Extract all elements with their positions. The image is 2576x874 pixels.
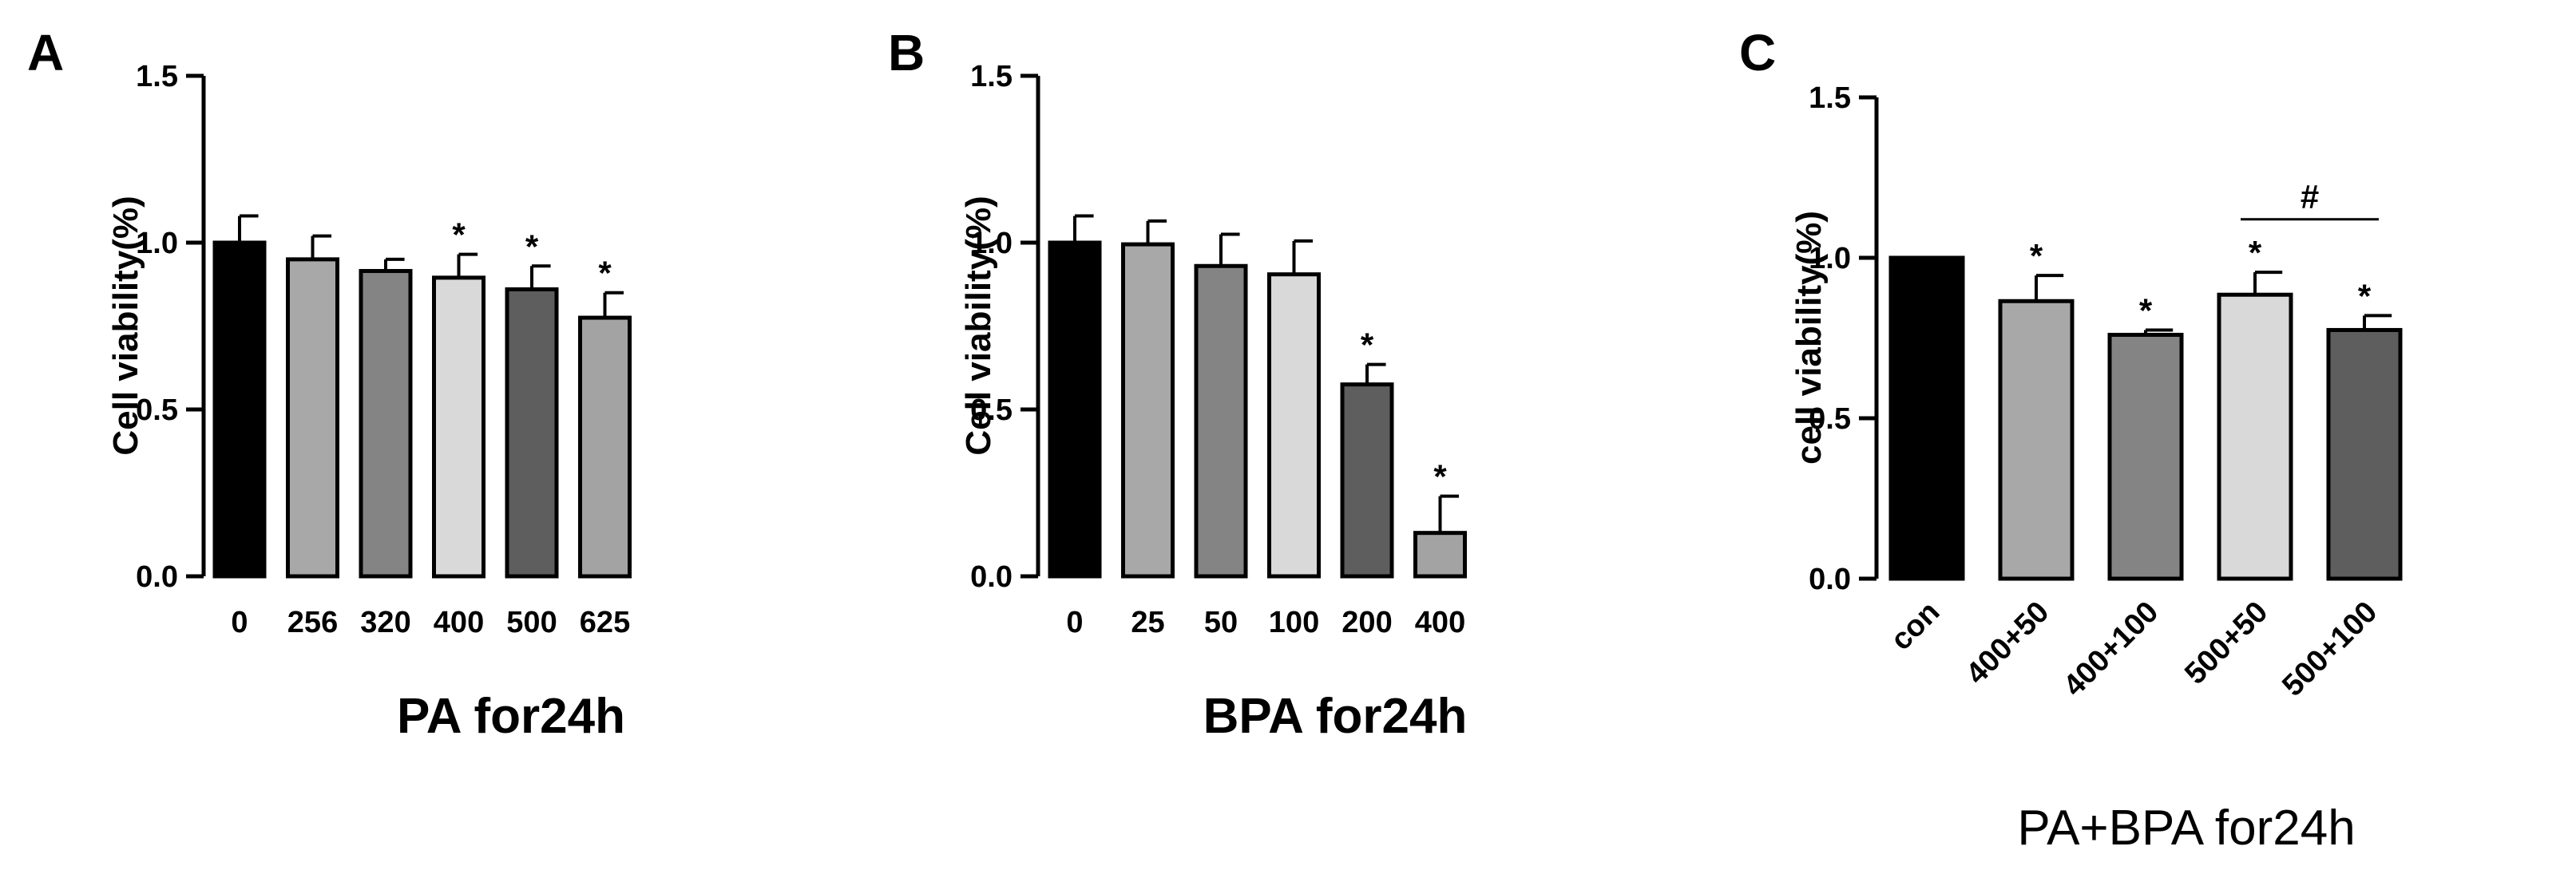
x-tick-label: 320 <box>360 606 410 639</box>
significance-star: * <box>452 216 466 254</box>
y-tick-label: 0.0 <box>1809 563 1851 596</box>
y-tick-label: 1.5 <box>1809 81 1851 115</box>
y-tick-label: 1.0 <box>1809 242 1851 275</box>
bar-200 <box>1340 382 1394 579</box>
x-tick-label: 500+50 <box>2178 595 2274 691</box>
x-tick-label: 400+50 <box>1960 595 2055 691</box>
y-axis-label: Cell viability(%) <box>959 196 998 455</box>
bar-500+50 <box>2217 292 2293 581</box>
bar-25 <box>1121 242 1175 579</box>
x-tick-label: 400+100 <box>2057 595 2165 703</box>
panel-letter: C <box>1739 24 1776 81</box>
y-tick-label: 1.5 <box>970 60 1013 93</box>
x-tick-label: 25 <box>1131 606 1164 639</box>
x-tick-label: 256 <box>287 606 338 639</box>
y-axis-label: Cell viability(%) <box>106 196 145 455</box>
x-tick-label: 400 <box>1415 606 1465 639</box>
y-tick-label: 0.5 <box>136 393 178 427</box>
x-tick-label: 0 <box>1066 606 1083 639</box>
y-tick-label: 1.0 <box>970 227 1013 260</box>
bar-con <box>1888 255 1965 581</box>
bar-500+100 <box>2326 327 2403 581</box>
y-tick-label: 0.0 <box>136 560 178 594</box>
bracket-label: # <box>2301 178 2319 216</box>
x-tick-label: 200 <box>1342 606 1392 639</box>
bar-50 <box>1194 263 1248 579</box>
y-tick-label: 0.5 <box>1809 402 1851 436</box>
x-axis-title: PA for24h <box>397 689 625 744</box>
bar-400 <box>432 275 485 579</box>
x-tick-label: 500 <box>506 606 557 639</box>
x-axis-title: PA+BPA for24h <box>2017 801 2355 856</box>
y-tick-label: 0.5 <box>970 393 1013 427</box>
bar-400+50 <box>1998 299 2075 581</box>
x-tick-label: 50 <box>1204 606 1238 639</box>
panel-a: A 0.0 0.5 1.0 1.5 Cell viability(%) 0 256 320 * 40… <box>27 24 632 744</box>
y-tick-label: 1.5 <box>136 60 178 93</box>
panel-b: B 0.0 0.5 1.0 1.5 Cell viability(%) 0 25 50 100 * 2… <box>888 24 1467 744</box>
bar-500 <box>505 287 559 579</box>
x-tick-label: con <box>1884 595 1946 657</box>
y-tick-label: 1.0 <box>136 227 178 260</box>
x-tick-label: 100 <box>1269 606 1319 639</box>
panel-c: C 0.0 0.5 1.0 1.5 cell viability(%) con * 400+50… <box>1739 24 2403 856</box>
bar-0 <box>1048 240 1102 579</box>
x-axis-title: BPA for24h <box>1203 689 1468 744</box>
panel-letter: B <box>888 24 925 81</box>
significance-star: * <box>2249 234 2262 271</box>
y-tick-label: 0.0 <box>970 560 1013 594</box>
significance-star: * <box>525 227 539 265</box>
bar-400 <box>1413 531 1467 579</box>
significance-star: * <box>2358 277 2372 314</box>
significance-star: * <box>2139 291 2153 329</box>
bar-256 <box>286 257 339 579</box>
x-tick-label: 0 <box>231 606 248 639</box>
x-tick-label: 400 <box>434 606 484 639</box>
significance-star: * <box>2030 237 2043 275</box>
significance-star: * <box>598 255 612 292</box>
bar-320 <box>359 269 413 579</box>
bar-100 <box>1267 272 1321 579</box>
bar-400+100 <box>2107 332 2184 581</box>
y-axis-label: cell viability(%) <box>1789 211 1829 465</box>
significance-star: * <box>1433 458 1447 496</box>
significance-star: * <box>1361 326 1374 364</box>
panel-letter: A <box>27 24 64 81</box>
x-tick-label: 625 <box>580 606 630 639</box>
bar-625 <box>578 315 632 579</box>
bar-0 <box>212 240 267 579</box>
x-tick-label: 500+100 <box>2276 595 2384 703</box>
